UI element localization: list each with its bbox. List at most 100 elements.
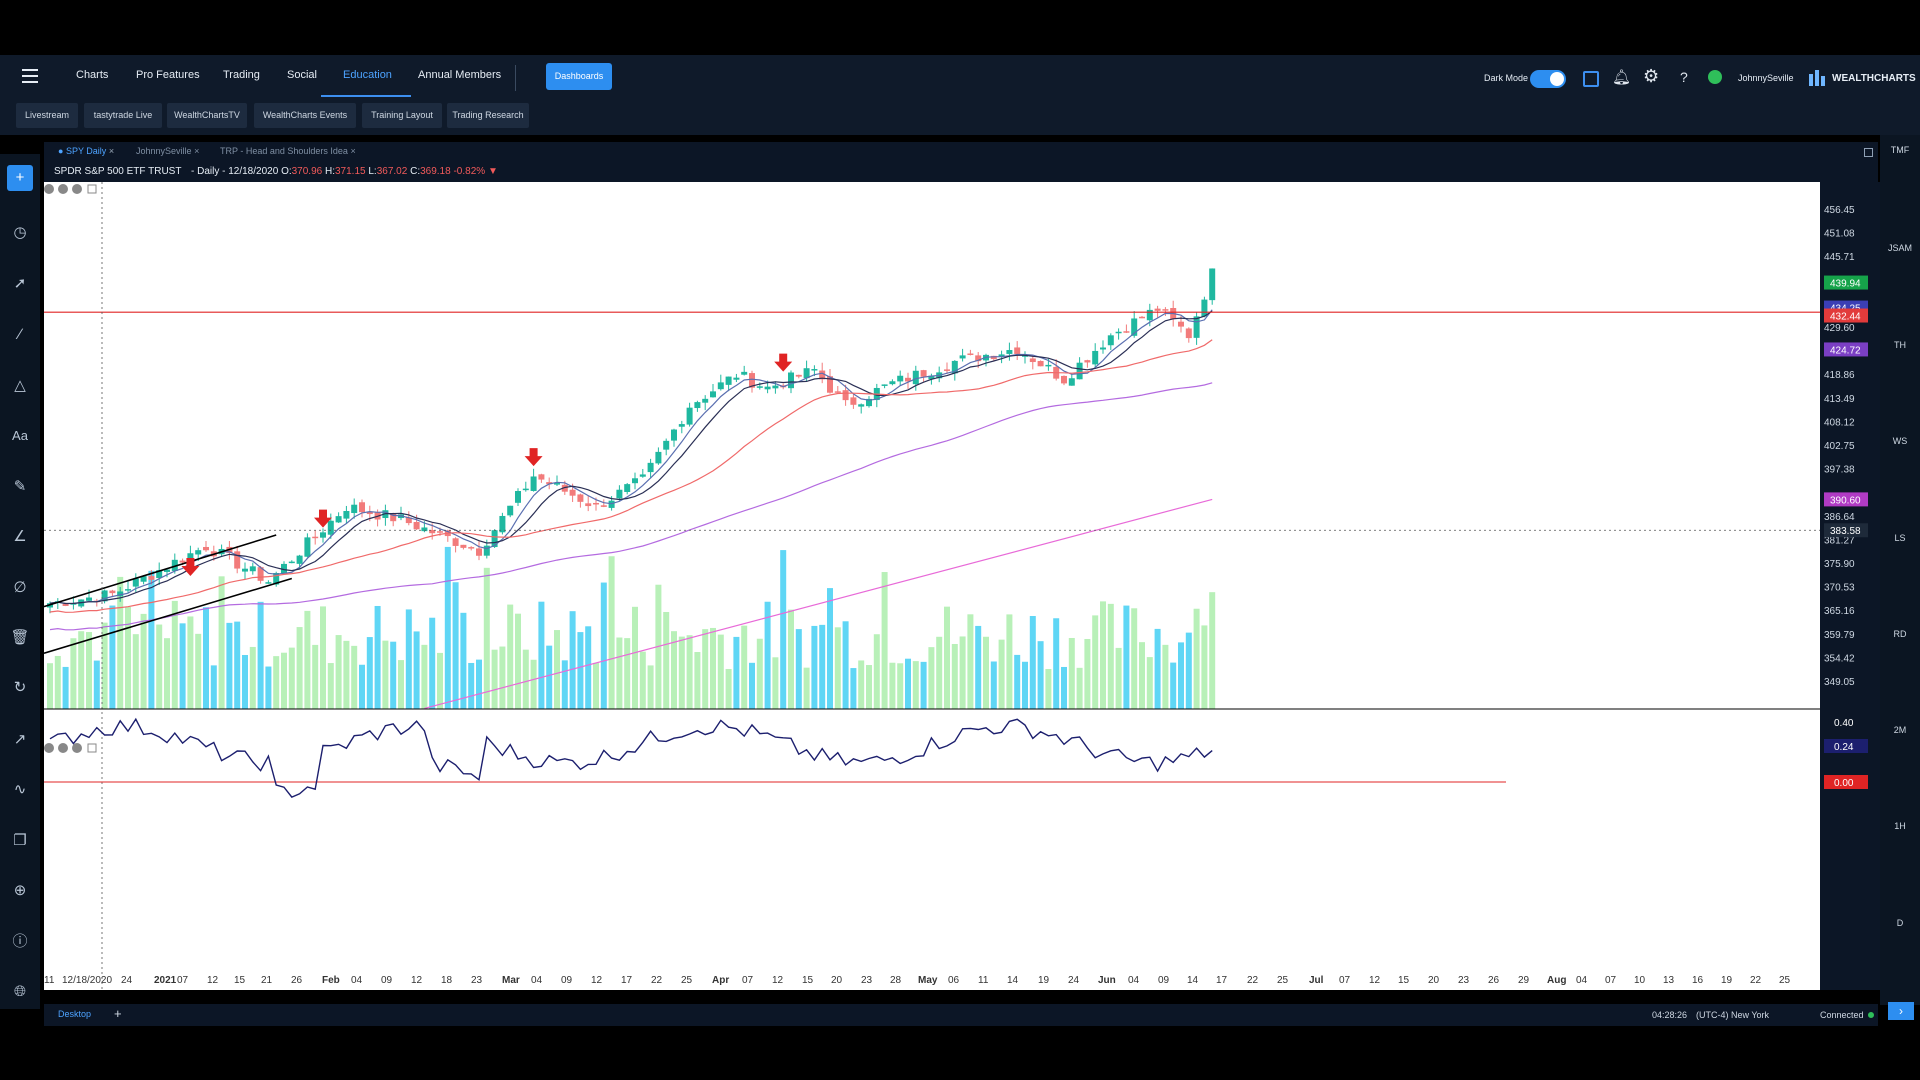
ruler-icon[interactable]: ∅ bbox=[13, 579, 27, 596]
timeframe-ls[interactable]: LS bbox=[1894, 533, 1906, 543]
candle-body bbox=[327, 520, 334, 535]
maximize-icon[interactable] bbox=[1864, 148, 1873, 157]
save-icon[interactable] bbox=[1583, 71, 1599, 87]
hamburger-menu-icon[interactable] bbox=[22, 69, 38, 83]
subnav-livestream[interactable]: Livestream bbox=[16, 103, 78, 128]
close-icon[interactable]: × bbox=[350, 146, 356, 156]
subnav-wealthcharts-events[interactable]: WealthCharts Events bbox=[254, 103, 356, 128]
nav-education[interactable]: Education bbox=[343, 69, 392, 81]
x-tick-label: 06 bbox=[948, 975, 960, 986]
candle-body bbox=[655, 451, 662, 464]
avatar[interactable] bbox=[1708, 70, 1722, 84]
subnav-wealthchartstv[interactable]: WealthChartsTV bbox=[167, 103, 247, 128]
nav-pro-features[interactable]: Pro Features bbox=[136, 69, 200, 81]
timeframe-ws[interactable]: WS bbox=[1892, 436, 1908, 446]
price-tag-label: 383.58 bbox=[1830, 526, 1861, 537]
add-icon[interactable]: + bbox=[7, 165, 33, 191]
timeframe-th[interactable]: TH bbox=[1894, 340, 1906, 350]
crosshair-icon[interactable]: ⊕ bbox=[13, 882, 27, 899]
candle-body bbox=[1029, 358, 1036, 363]
sma-5-line bbox=[49, 309, 1213, 605]
volume-bar bbox=[101, 622, 108, 709]
tab-spy-daily[interactable]: ● SPY Daily × bbox=[58, 146, 115, 156]
dashboards-button[interactable]: Dashboards bbox=[546, 63, 612, 90]
timeframe-jsam[interactable]: JSAM bbox=[1887, 243, 1912, 253]
timezone[interactable]: (UTC-4) New York bbox=[1696, 1010, 1770, 1020]
timeframe-1h[interactable]: 1H bbox=[1894, 821, 1906, 831]
strategy-icon[interactable]: ∿ bbox=[13, 781, 27, 798]
volume-bar bbox=[140, 613, 147, 709]
brand-name: WEALTHCHARTS bbox=[1832, 73, 1916, 84]
candle-body bbox=[842, 390, 849, 401]
expand-panel-button[interactable]: › bbox=[1888, 1002, 1914, 1020]
x-tick-label: 14 bbox=[1007, 975, 1019, 986]
gear-icon[interactable]: ⚙ bbox=[1643, 66, 1660, 86]
candle-body bbox=[951, 360, 958, 374]
volume-bar bbox=[203, 607, 209, 709]
clock-icon[interactable]: ◷ bbox=[13, 224, 27, 241]
shape-tool-icon[interactable]: △ bbox=[14, 377, 26, 394]
timeframe-rd[interactable]: RD bbox=[1893, 629, 1907, 639]
layout-icon[interactable]: ❐ bbox=[13, 832, 27, 849]
candle-body bbox=[1178, 321, 1184, 327]
nav-social[interactable]: Social bbox=[287, 69, 317, 81]
nav-annual-members[interactable]: Annual Members bbox=[418, 69, 502, 81]
price-tag bbox=[1824, 492, 1868, 507]
candle-body bbox=[1084, 360, 1091, 363]
candle-body bbox=[335, 516, 342, 523]
subnav-training-layout[interactable]: Training Layout bbox=[362, 103, 442, 128]
tab-trp-head-shoulders[interactable]: TRP - Head and Shoulders Idea × bbox=[220, 146, 356, 156]
volume-bar bbox=[951, 643, 958, 709]
nav-trading[interactable]: Trading bbox=[223, 69, 260, 81]
candle-body bbox=[452, 538, 459, 546]
tab-label: JohnnySeville bbox=[136, 146, 192, 156]
y-tick-label: 359.79 bbox=[1824, 630, 1855, 641]
help-icon[interactable]: ? bbox=[1680, 69, 1688, 85]
x-tick-label: 04 bbox=[351, 975, 363, 986]
tab-johnnyseville[interactable]: JohnnySeville × bbox=[136, 146, 199, 156]
globe-icon[interactable]: 🌐︎ bbox=[13, 983, 26, 1000]
x-tick-label: 29 bbox=[1518, 975, 1530, 986]
refresh-icon[interactable]: ↻ bbox=[13, 679, 27, 696]
timeframe-tmf[interactable]: TMF bbox=[1890, 145, 1910, 155]
trash-icon[interactable]: 🗑︎ bbox=[10, 629, 30, 646]
trend-icon[interactable]: ➚ bbox=[13, 275, 27, 292]
dark-mode-toggle[interactable] bbox=[1530, 70, 1566, 88]
nav-charts[interactable]: Charts bbox=[76, 69, 109, 81]
timeframe-2m[interactable]: 2M bbox=[1893, 725, 1907, 735]
candle-body bbox=[593, 502, 599, 505]
close-icon[interactable]: × bbox=[194, 146, 200, 156]
x-tick-label: 16 bbox=[1692, 975, 1704, 986]
volume-bar bbox=[1092, 615, 1099, 709]
subnav-trading-research[interactable]: Trading Research bbox=[447, 103, 529, 128]
candle-body bbox=[1209, 268, 1216, 301]
volume-bar bbox=[125, 606, 131, 709]
workspace-tab[interactable]: Desktop bbox=[58, 1009, 92, 1019]
info-icon[interactable]: ⓘ bbox=[12, 933, 28, 950]
subnav-tastytrade-live[interactable]: tastytrade Live bbox=[84, 103, 162, 128]
volume-bar bbox=[382, 640, 389, 709]
indicator-icon[interactable]: ↗ bbox=[13, 731, 27, 748]
volume-bar bbox=[530, 659, 537, 709]
price-chart[interactable]: 456.45 451.08 445.71 429.60 418.86 413.49 408.… bbox=[44, 182, 1880, 990]
candle-body bbox=[967, 353, 974, 356]
x-tick-label: 17 bbox=[621, 975, 633, 986]
candle-body bbox=[686, 407, 693, 425]
volume-bar bbox=[990, 661, 997, 709]
candle-body bbox=[803, 368, 810, 379]
candle-body bbox=[1068, 378, 1075, 386]
timeframe-d[interactable]: D bbox=[1896, 918, 1904, 928]
angle-tool-icon[interactable]: ∠ bbox=[13, 528, 27, 545]
candle-body bbox=[756, 386, 763, 388]
username[interactable]: JohnnySeville bbox=[1738, 73, 1794, 83]
candle-body bbox=[928, 375, 935, 380]
candle-body bbox=[476, 548, 482, 556]
line-tool-icon[interactable]: ∕ bbox=[18, 326, 22, 343]
volume-bar bbox=[148, 570, 155, 709]
pencil-icon[interactable]: ✎ bbox=[13, 478, 27, 495]
close-icon[interactable]: × bbox=[108, 146, 115, 156]
add-workspace-button[interactable]: + bbox=[114, 1006, 122, 1021]
volume-bar bbox=[678, 636, 685, 709]
text-tool-icon[interactable]: Aa bbox=[12, 428, 28, 443]
bell-icon[interactable]: 🔔︎ bbox=[1612, 69, 1632, 86]
